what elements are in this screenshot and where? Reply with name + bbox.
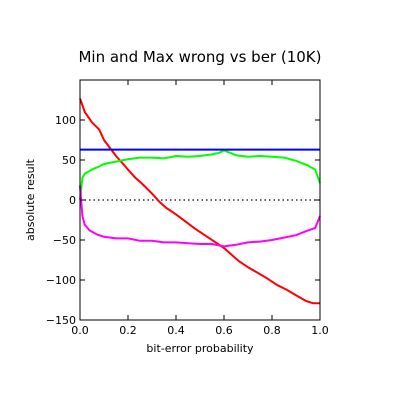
series-line-2 [79,149,321,201]
y-tick-label: −50 [53,234,76,247]
y-tick-label: 50 [62,154,76,167]
x-tick-label: 0.0 [71,324,89,337]
x-tick-label: 0.2 [119,324,137,337]
y-tick-label: −150 [46,314,76,327]
y-axis-label: absolute result [24,158,37,241]
series-line-1 [79,98,320,305]
x-tick-label: 1.0 [311,324,329,337]
y-tick-label: 100 [55,114,76,127]
chart-title: Min and Max wrong vs ber (10K) [78,48,321,66]
x-tick-label: 0.4 [167,324,185,337]
series-line-3 [79,185,321,248]
x-tick-label: 0.6 [215,324,233,337]
y-tick-label: 0 [69,194,76,207]
x-tick-label: 0.8 [263,324,281,337]
plot-area: 0.0 0.2 0.4 0.6 0.8 1.0 100 50 0 −50 −100 −150 [46,79,329,337]
x-axis-label: bit-error probability [146,342,254,355]
y-tick-label: −100 [46,274,76,287]
